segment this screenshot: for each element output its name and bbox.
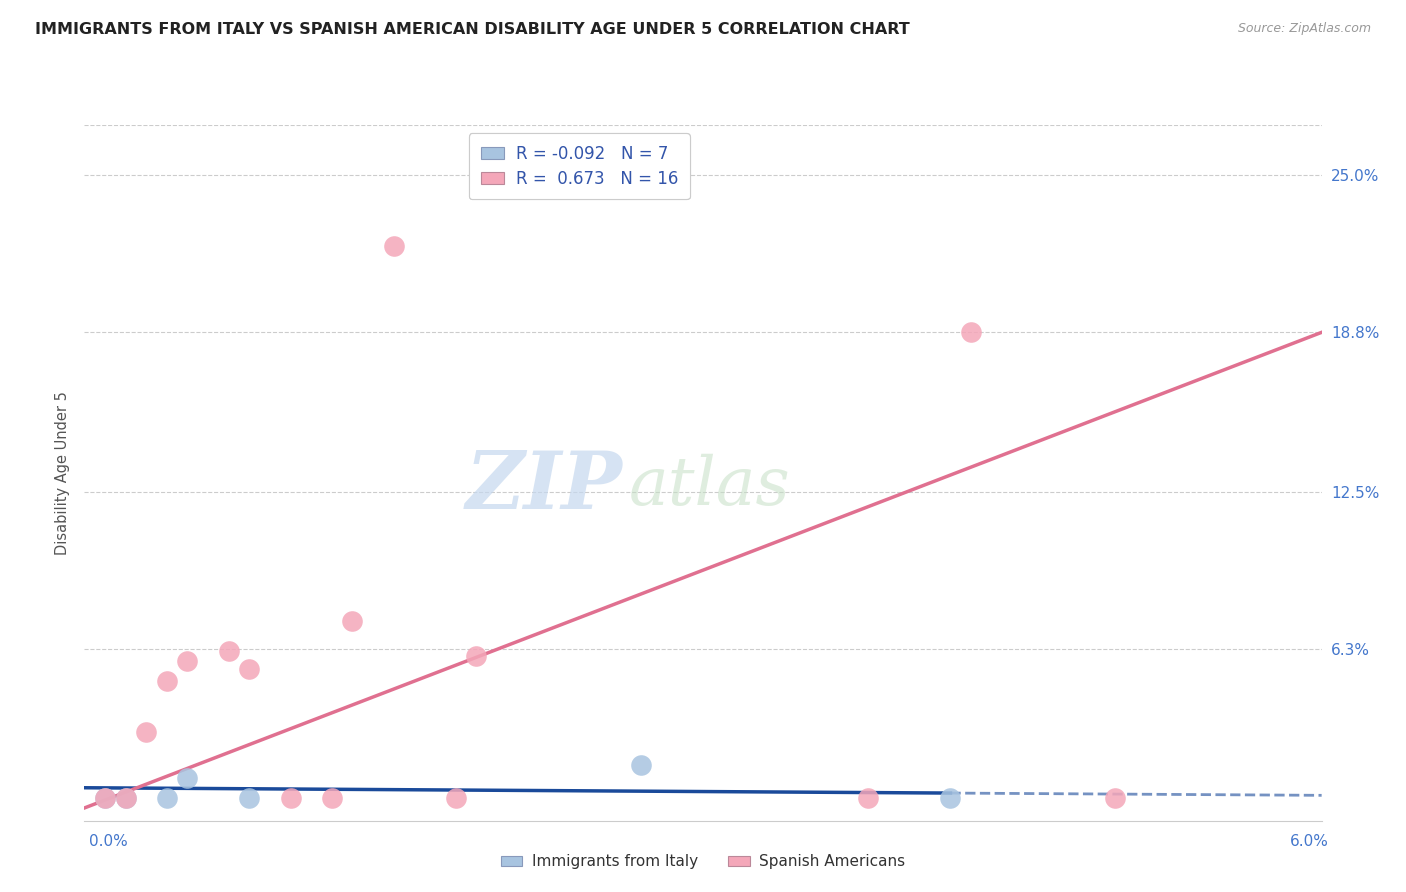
Point	[960, 326, 983, 340]
Point	[176, 654, 198, 668]
Point	[94, 790, 117, 805]
Point	[1104, 790, 1126, 805]
Point	[939, 790, 962, 805]
Point	[176, 771, 198, 785]
Point	[444, 790, 467, 805]
Legend: Immigrants from Italy, Spanish Americans: Immigrants from Italy, Spanish Americans	[495, 848, 911, 875]
Text: 6.0%: 6.0%	[1289, 834, 1329, 849]
Point	[321, 790, 343, 805]
Point	[114, 790, 136, 805]
Point	[135, 725, 157, 739]
Point	[238, 790, 260, 805]
Point	[156, 790, 179, 805]
Text: Source: ZipAtlas.com: Source: ZipAtlas.com	[1237, 22, 1371, 36]
Point	[238, 662, 260, 676]
Text: atlas: atlas	[628, 454, 790, 519]
Point	[465, 649, 488, 664]
Text: 0.0%: 0.0%	[89, 834, 128, 849]
Point	[630, 758, 652, 772]
Point	[342, 614, 364, 628]
Point	[156, 674, 179, 689]
Point	[382, 239, 405, 253]
Point	[114, 790, 136, 805]
Point	[94, 790, 117, 805]
Text: ZIP: ZIP	[465, 448, 623, 525]
Point	[856, 790, 879, 805]
Point	[280, 790, 302, 805]
Point	[218, 644, 240, 658]
Legend: R = -0.092   N = 7, R =  0.673   N = 16: R = -0.092 N = 7, R = 0.673 N = 16	[470, 133, 689, 199]
Y-axis label: Disability Age Under 5: Disability Age Under 5	[55, 391, 70, 555]
Text: IMMIGRANTS FROM ITALY VS SPANISH AMERICAN DISABILITY AGE UNDER 5 CORRELATION CHA: IMMIGRANTS FROM ITALY VS SPANISH AMERICA…	[35, 22, 910, 37]
